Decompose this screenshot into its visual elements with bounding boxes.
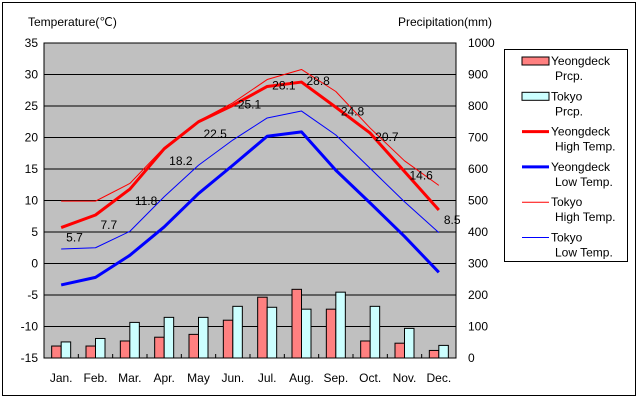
x-tick-label: Jun. xyxy=(221,371,244,385)
y-right-axis-title: Precipitation(mm) xyxy=(398,15,492,29)
precip-bar-tokyo xyxy=(129,321,140,359)
y-left-tick-label: 5 xyxy=(31,225,38,239)
temp-line-tokyo-high-temp- xyxy=(61,68,440,202)
y-right-tick-label: 500 xyxy=(468,194,488,208)
y-right-tick-label: 200 xyxy=(468,288,488,302)
y-right-tick-label: 0 xyxy=(468,351,475,365)
precip-bar-yeongdeck xyxy=(51,345,62,359)
x-tick-label: Mar. xyxy=(118,371,141,385)
data-label: 25.1 xyxy=(238,97,262,111)
x-tick-label: Feb. xyxy=(83,371,107,385)
precip-bar-tokyo xyxy=(198,316,209,359)
y-left-tick-label: 35 xyxy=(25,36,39,50)
precip-bar-yeongdeck xyxy=(428,349,440,359)
legend-label: Prcp. xyxy=(555,69,583,83)
x-tick-label: May xyxy=(187,371,210,385)
legend-label: Yeongdeck xyxy=(551,160,611,174)
data-label: 18.2 xyxy=(169,154,193,168)
precip-bar-tokyo xyxy=(369,305,381,359)
x-tick-label: Sep. xyxy=(323,371,348,385)
legend-swatch xyxy=(521,91,550,101)
y-left-tick-label: -15 xyxy=(21,351,39,365)
legend-label: Yeongdeck xyxy=(551,54,611,68)
precip-bar-yeongdeck xyxy=(188,333,199,359)
precip-bar-yeongdeck xyxy=(222,319,234,359)
legend-label: Low Temp. xyxy=(555,246,613,260)
y-left-axis-title: Temperature(℃) xyxy=(28,15,117,29)
y-left-tick-label: 15 xyxy=(25,162,39,176)
y-left-tick-label: 0 xyxy=(31,257,38,271)
precip-bar-tokyo xyxy=(266,306,278,359)
precip-bar-yeongdeck xyxy=(291,288,302,359)
precip-bar-yeongdeck xyxy=(154,336,165,359)
precip-bar-yeongdeck xyxy=(325,308,337,359)
y-left-tick-label: 30 xyxy=(25,68,39,82)
y-left-tick-label: 20 xyxy=(25,131,39,145)
precip-bar-tokyo xyxy=(232,305,243,359)
data-label: 8.5 xyxy=(444,213,461,227)
x-tick-label: Aug. xyxy=(289,371,314,385)
precip-bar-yeongdeck xyxy=(360,340,371,359)
legend-label: Tokyo xyxy=(551,89,583,103)
y-left-tick-label: 10 xyxy=(25,194,39,208)
precip-bar-yeongdeck xyxy=(85,345,96,359)
legend-label: Yeongdeck xyxy=(551,125,611,139)
y-right-tick-label: 900 xyxy=(468,68,488,82)
y-right-tick-label: 400 xyxy=(468,225,488,239)
data-label: 20.7 xyxy=(375,130,399,144)
legend-box xyxy=(504,49,628,262)
temp-line-tokyo-low-temp- xyxy=(61,110,440,250)
temp-line-yeongdeck-low-temp- xyxy=(60,130,440,287)
precip-bar-tokyo xyxy=(301,308,312,359)
y-right-tick-label: 700 xyxy=(468,131,488,145)
precip-bar-tokyo xyxy=(60,341,72,359)
legend-swatch xyxy=(521,56,550,66)
precip-bar-tokyo xyxy=(95,337,106,359)
x-tick-label: Dec. xyxy=(426,371,451,385)
precip-bar-yeongdeck xyxy=(119,340,131,359)
x-tick-label: Jul. xyxy=(258,371,277,385)
legend-label: Tokyo xyxy=(551,195,583,209)
x-tick-label: Jan. xyxy=(50,371,73,385)
y-right-tick-label: 1000 xyxy=(468,36,495,50)
y-left-tick-label: 25 xyxy=(25,99,39,113)
x-tick-label: Apr. xyxy=(153,371,174,385)
x-tick-label: Oct. xyxy=(359,371,381,385)
y-right-tick-label: 800 xyxy=(468,99,488,113)
data-label: 5.7 xyxy=(66,231,83,245)
precip-bar-yeongdeck xyxy=(394,342,405,359)
y-left-tick-label: -10 xyxy=(21,320,39,334)
legend-label: Tokyo xyxy=(551,231,583,245)
data-label: 24.8 xyxy=(341,104,365,118)
temp-line-yeongdeck-high-temp- xyxy=(60,80,440,229)
precip-bar-yeongdeck xyxy=(257,296,268,359)
x-tick-label: Nov. xyxy=(393,371,417,385)
data-label: 7.7 xyxy=(101,218,118,232)
data-label: 22.5 xyxy=(204,127,228,141)
data-label: 11.8 xyxy=(135,194,158,208)
legend-label: High Temp. xyxy=(555,210,615,224)
legend-label: Prcp. xyxy=(555,104,583,118)
data-label: 14.6 xyxy=(410,169,434,183)
legend-label: Low Temp. xyxy=(555,175,613,189)
y-right-tick-label: 300 xyxy=(468,257,488,271)
y-right-tick-label: 600 xyxy=(468,162,488,176)
y-right-tick-label: 100 xyxy=(468,320,488,334)
y-left-tick-label: -5 xyxy=(27,288,38,302)
data-label: 28.8 xyxy=(307,74,331,88)
precip-bar-tokyo xyxy=(335,291,346,359)
precip-bar-tokyo xyxy=(438,344,449,359)
precip-bar-tokyo xyxy=(404,327,415,359)
data-label: 28.1 xyxy=(272,78,296,92)
legend-label: High Temp. xyxy=(555,140,615,154)
precip-bar-tokyo xyxy=(163,316,175,359)
